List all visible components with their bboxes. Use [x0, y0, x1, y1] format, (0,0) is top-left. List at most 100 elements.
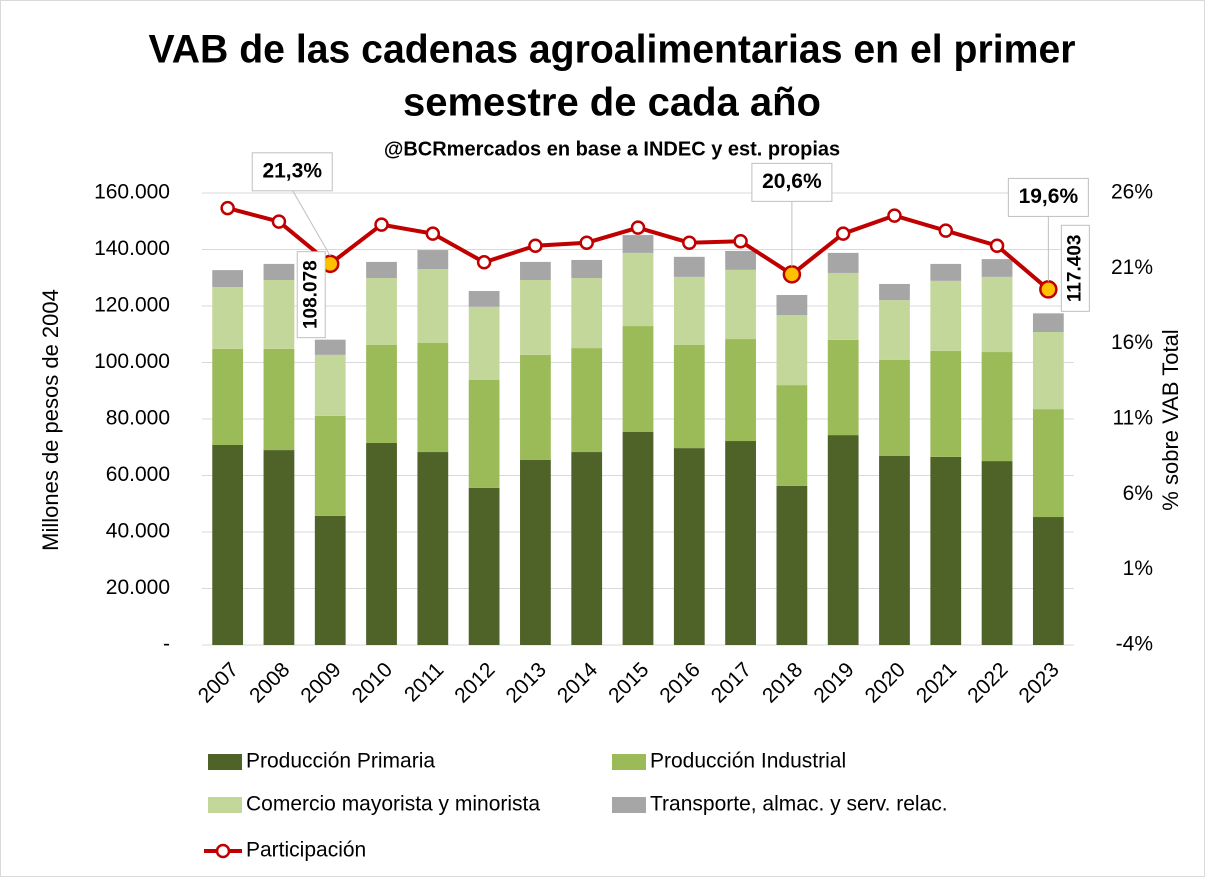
chart-title: semestre de cada año [403, 81, 821, 125]
bar-segment [776, 315, 808, 386]
bar-segment [930, 350, 962, 457]
legend-swatch [208, 754, 242, 770]
bar-segment [366, 261, 397, 279]
bar-segment [571, 348, 603, 453]
bar-segment [725, 339, 756, 442]
bar-segment [725, 250, 756, 270]
bar-segment [622, 326, 654, 432]
bar-segment [417, 250, 449, 269]
bar-segment [212, 270, 244, 288]
bar-segment [468, 487, 500, 645]
bar-segment [673, 448, 705, 645]
bar-segment [468, 306, 500, 381]
bar-segment [520, 280, 551, 355]
callout-leader [291, 189, 331, 257]
bar-segment [314, 354, 346, 416]
y-tick-label: 140.000 [94, 237, 170, 260]
bar-segment [930, 280, 962, 351]
bar-segment [776, 385, 808, 486]
line-point [835, 226, 851, 241]
total-label: 108.078 [300, 260, 321, 329]
bar-segment [981, 259, 1013, 277]
label-box [251, 152, 333, 192]
y-tick-label: 60.000 [106, 463, 170, 486]
bar-segment [1032, 331, 1064, 410]
bar-segment [520, 354, 551, 460]
line-point [887, 208, 902, 223]
chart-title: VAB de las cadenas agroalimentarias en e… [149, 28, 1076, 72]
y-tick-label: 80.000 [106, 407, 170, 430]
y-tick-label: 120.000 [94, 294, 170, 317]
bar-segment [417, 343, 449, 453]
bar-segment [468, 291, 500, 307]
bar-segment [879, 300, 910, 360]
bar-segment [930, 263, 962, 281]
bar-segment [981, 276, 1013, 353]
bar-segment [263, 263, 295, 281]
y-tick-label: 100.000 [94, 350, 170, 373]
legend-label: Producción Industrial [650, 750, 846, 773]
data-label: 20,6% [762, 170, 822, 193]
bar-segment [417, 268, 449, 344]
y2-tick-label: 1% [1123, 557, 1153, 580]
label-box [751, 162, 833, 202]
bar-segment [622, 235, 654, 253]
line-point [374, 217, 389, 232]
bar-segment [314, 415, 346, 516]
bar-segment [366, 443, 397, 645]
y-axis-title: Millones de pesos de 2004 [38, 289, 63, 551]
legend-swatch [612, 754, 646, 770]
line-point [528, 238, 543, 253]
legend-label: Producción Primaria [246, 750, 435, 773]
bar-segment [1032, 517, 1064, 645]
bar-segment [212, 444, 244, 645]
bar-segment [1032, 313, 1064, 332]
line-point [425, 226, 441, 241]
line-point [220, 200, 235, 216]
line-point [782, 265, 802, 284]
y2-tick-label: 26% [1111, 181, 1153, 204]
y2-tick-label: -4% [1116, 633, 1153, 656]
y2-axis-title: % sobre VAB Total [1158, 329, 1183, 510]
bar-segment [212, 348, 244, 445]
y2-tick-label: 16% [1111, 331, 1153, 354]
bar-segment [827, 252, 859, 273]
line-point [630, 220, 646, 235]
bar-segment [827, 339, 859, 436]
bar-segment [417, 452, 449, 645]
legend-swatch [612, 797, 646, 813]
bar-segment [622, 431, 654, 645]
bar-segment [263, 280, 295, 349]
bar-segment [725, 269, 756, 340]
bar-segment [263, 348, 295, 451]
data-label: 21,3% [262, 159, 322, 182]
bar-segment [366, 344, 397, 444]
y2-tick-label: 21% [1111, 256, 1153, 279]
bar-segment [622, 252, 654, 327]
bar-segment [520, 261, 551, 281]
bar-segment [468, 380, 500, 488]
y2-tick-label: 11% [1113, 407, 1153, 430]
bar-segment [673, 344, 705, 449]
legend-label: Comercio mayorista y minorista [246, 793, 540, 816]
label-box [1060, 224, 1090, 312]
legend-marker [215, 843, 231, 859]
bar-segment [827, 435, 859, 645]
line-point [682, 235, 697, 250]
label-box [296, 251, 326, 339]
chart-subtitle: @BCRmercados en base a INDEC y est. prop… [384, 138, 840, 160]
y-tick-label: 40.000 [106, 520, 170, 543]
bar-segment [879, 456, 910, 645]
line-point [579, 235, 594, 250]
line-point [1039, 280, 1058, 299]
bar-segment [879, 283, 910, 301]
bar-segment [673, 256, 705, 277]
bar-segment [571, 452, 603, 645]
bar-segment [776, 485, 808, 645]
bar-segment [930, 456, 962, 645]
legend-swatch [208, 797, 242, 813]
y-tick-label: - [163, 633, 170, 656]
bar-segment [827, 272, 859, 340]
